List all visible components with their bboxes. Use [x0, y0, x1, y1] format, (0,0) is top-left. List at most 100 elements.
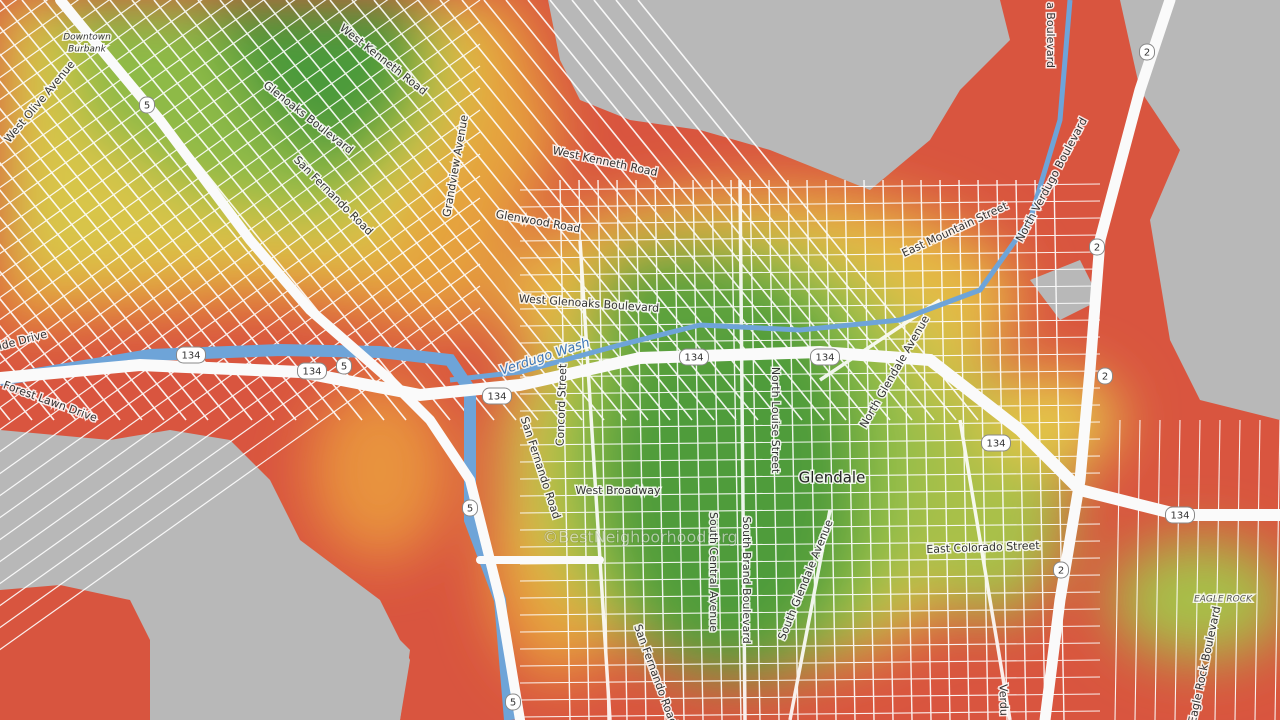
street	[1214, 419, 1221, 720]
street	[1234, 419, 1241, 720]
place-label: Downtown	[63, 33, 111, 43]
street	[519, 268, 1101, 276]
street	[219, 0, 561, 421]
street	[519, 472, 1101, 480]
street	[519, 625, 1101, 633]
heat-patch	[0, 585, 150, 720]
street	[0, 109, 481, 453]
street	[519, 540, 1101, 548]
street	[738, 179, 747, 720]
street	[787, 179, 799, 720]
street	[616, 179, 628, 720]
street	[307, 0, 649, 421]
street	[0, 307, 481, 651]
shield-label: 5	[341, 362, 347, 373]
street	[519, 387, 1101, 395]
street	[0, 175, 481, 519]
street	[0, 188, 187, 421]
highway-shield: 134	[981, 434, 1011, 452]
street	[519, 183, 1101, 191]
shield-bg	[1053, 561, 1069, 579]
street	[0, 0, 49, 35]
shield-bg	[1139, 43, 1155, 61]
shield-label: 134	[1170, 511, 1189, 522]
shield-label: 5	[144, 101, 150, 112]
street	[0, 0, 389, 277]
shield-bg	[505, 693, 521, 711]
street	[939, 179, 951, 720]
street	[519, 710, 1101, 718]
street	[519, 370, 1101, 378]
street	[863, 179, 875, 720]
street	[559, 179, 571, 720]
street	[519, 574, 1101, 582]
street	[197, 0, 539, 421]
highway-shield: 134	[482, 387, 512, 405]
street-label: a Boulevard	[1044, 2, 1057, 68]
street	[0, 0, 451, 321]
street	[373, 0, 715, 421]
shield-label: 5	[510, 698, 516, 709]
street	[0, 87, 481, 431]
shield-label: 5	[467, 504, 473, 515]
street	[1274, 419, 1280, 720]
shield-bg	[1097, 367, 1113, 385]
street	[0, 0, 327, 233]
street	[519, 506, 1101, 514]
street	[0, 0, 234, 167]
street	[0, 241, 481, 585]
shield-bg	[462, 499, 478, 517]
street	[615, 0, 957, 421]
street	[0, 270, 121, 421]
street	[0, 197, 481, 541]
shield-label: 2	[1144, 48, 1150, 59]
street-label: West Broadway	[575, 484, 661, 497]
street	[0, 0, 203, 145]
street	[1254, 419, 1261, 720]
street	[844, 179, 856, 720]
street	[0, 0, 111, 79]
street	[920, 179, 932, 720]
street	[519, 557, 1101, 565]
street	[1194, 419, 1201, 720]
street-label: Concord Street	[554, 363, 570, 446]
highway-shield: 2	[1139, 43, 1155, 61]
highway-shield: 134	[176, 346, 206, 364]
street	[0, 243, 143, 421]
street	[519, 642, 1101, 650]
street	[825, 179, 837, 720]
shield-bg	[176, 346, 206, 364]
street	[1174, 419, 1181, 720]
street	[882, 179, 894, 720]
highway-shield: 5	[462, 499, 478, 517]
highway-shield: 134	[810, 348, 840, 366]
street	[0, 0, 172, 123]
street	[806, 179, 818, 720]
street	[1134, 419, 1141, 720]
street-label: South Brand Boulevard	[740, 516, 753, 643]
street	[395, 0, 737, 421]
shield-bg	[139, 96, 155, 114]
shield-bg	[1165, 506, 1195, 524]
street	[519, 217, 1101, 225]
street-label: Verdu	[996, 684, 1010, 716]
street	[519, 693, 1101, 701]
street	[0, 263, 481, 607]
street	[519, 251, 1101, 259]
street	[0, 219, 481, 563]
street	[901, 179, 913, 720]
street	[519, 523, 1101, 531]
shield-bg	[1089, 238, 1105, 256]
street	[0, 0, 481, 343]
street	[0, 0, 141, 101]
street	[788, 509, 832, 720]
street	[519, 302, 1101, 310]
shield-bg	[679, 348, 709, 366]
street	[519, 234, 1101, 242]
street	[0, 0, 358, 255]
street	[351, 0, 693, 421]
street-label: North Louise Street	[769, 367, 782, 474]
shield-bg	[336, 357, 352, 375]
